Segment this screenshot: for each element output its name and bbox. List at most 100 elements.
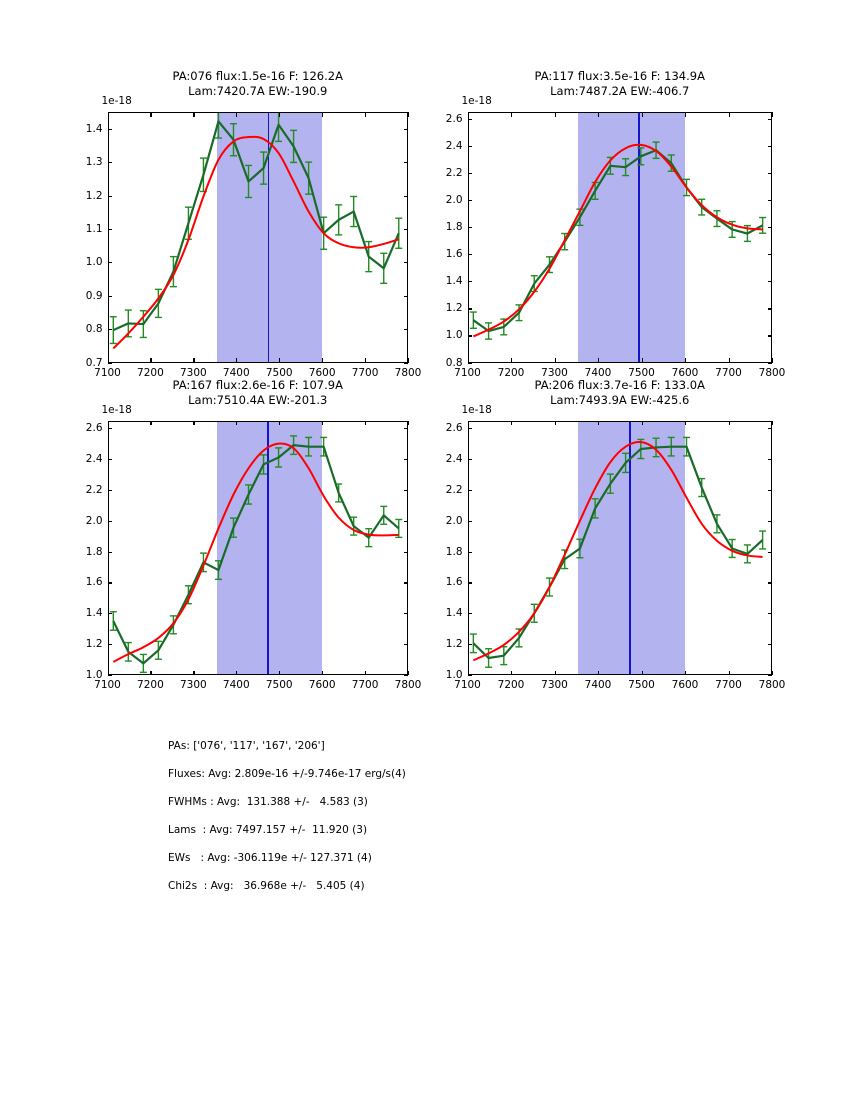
panel-pa-117-xtick-mark xyxy=(554,358,556,363)
panel-pa-167-ytick-label: 1.4 xyxy=(85,607,103,620)
panel-pa-167-xtick-label: 7400 xyxy=(222,679,250,691)
panel-pa-206-xtick-mark xyxy=(554,670,556,675)
panel-pa-076-ytick-mark-right xyxy=(403,262,408,264)
panel-pa-076-xtick-mark xyxy=(107,358,109,363)
panel-pa-117-ytick-mark-right xyxy=(767,281,772,283)
panel-pa-117-ytick-mark xyxy=(467,172,472,175)
panel-pa-167-xtick-mark-top xyxy=(193,420,195,425)
panel-pa-167-ytick-label: 2.6 xyxy=(85,422,103,435)
panel-pa-167-data-line xyxy=(111,443,399,664)
panel-pa-076-xtick-mark-top xyxy=(107,112,109,117)
panel-pa-117-ytick-mark xyxy=(467,118,472,120)
panel-pa-117-ytick-mark-right xyxy=(767,254,772,256)
panel-pa-117-ytick-label: 2.4 xyxy=(445,139,463,152)
panel-pa-206-ytick-mark xyxy=(467,551,472,553)
panel-pa-117-xtick-mark xyxy=(467,358,469,363)
panel-pa-076-xtick-mark xyxy=(150,358,152,363)
panel-pa-167-ytick-mark-right xyxy=(403,675,408,677)
panel-pa-117-ytick-mark-right xyxy=(767,308,772,310)
panel-pa-167-ytick-mark xyxy=(107,551,112,553)
panel-pa-117-xtick-mark-top xyxy=(772,112,774,117)
panel-pa-117-title-line1: PA:117 flux:3.5e-16 F: 134.9A xyxy=(534,69,705,83)
panel-pa-206-xtick-label: 7500 xyxy=(628,679,655,691)
panel-pa-076-xtick-mark xyxy=(322,358,324,363)
panel-pa-206-ytick-mark xyxy=(467,459,472,461)
panel-pa-117-offset-label: 1e-18 xyxy=(461,95,492,107)
panel-pa-076-ytick-mark xyxy=(107,128,112,130)
panel-pa-117-plot-area xyxy=(469,141,766,340)
panel-pa-076-ytick-mark xyxy=(107,162,112,164)
panel-pa-167-xtick-label: 7700 xyxy=(351,679,379,691)
panel-pa-076-offset-label: 1e-18 xyxy=(101,95,132,107)
panel-pa-076-axes xyxy=(107,112,408,363)
panel-pa-167-ytick-label: 2.0 xyxy=(85,514,103,527)
panel-pa-117-xtick-mark xyxy=(685,358,687,363)
panel-pa-076-xtick-mark-top xyxy=(236,112,238,117)
panel-pa-206-ytick-mark xyxy=(467,582,472,584)
panel-pa-206-xtick-mark xyxy=(467,670,469,675)
panel-pa-117-xtick-mark xyxy=(511,358,513,363)
summary-line-3: Lams : Avg: 7497.157 +/- 11.920 (3) xyxy=(168,824,368,836)
panel-pa-117-title-line2: Lam:7487.2A EW:-406.7 xyxy=(550,84,690,98)
panel-pa-117-xtick-label: 7100 xyxy=(454,366,481,379)
summary-line-2: FWHMs : Avg: 131.388 +/- 4.583 (3) xyxy=(168,796,368,808)
panel-pa-167-ytick-mark xyxy=(107,489,112,492)
panel-pa-117-xtick-mark xyxy=(772,358,774,363)
panel-pa-206-shaded-band xyxy=(578,421,686,674)
panel-pa-206-ytick-mark xyxy=(467,613,472,615)
panel-pa-076-xtick-mark-top xyxy=(322,112,324,117)
panel-pa-206-ytick-label: 1.8 xyxy=(445,545,463,558)
panel-pa-206-xtick-label: 7800 xyxy=(758,679,786,691)
panel-pa-167-xtick-mark xyxy=(365,670,367,675)
panel-pa-167-xtick-mark xyxy=(107,670,109,675)
panel-pa-206-xtick-mark-top xyxy=(641,420,643,425)
panel-pa-117-errorbars xyxy=(469,141,766,340)
panel-pa-076-xtick-mark xyxy=(279,358,281,363)
panel-pa-117-ytick-label: 0.8 xyxy=(445,356,463,369)
panel-pa-167-ytick-mark-right xyxy=(403,582,408,584)
panel-pa-206-title-line1: PA:206 flux:3.7e-16 F: 133.0A xyxy=(534,377,705,392)
panel-pa-076-ytick-label: 0.8 xyxy=(85,323,103,336)
summary-line-1: Fluxes: Avg: 2.809e-16 +/-9.746e-17 erg/… xyxy=(168,768,406,780)
panel-pa-206-xtick-mark-top xyxy=(598,420,600,425)
panel-pa-117-fit-line xyxy=(472,143,763,338)
panel-pa-117-ytick-label: 1.6 xyxy=(445,248,463,261)
panel-pa-167-xtick-mark-top xyxy=(236,420,238,425)
panel-pa-076-ytick-mark xyxy=(107,329,112,331)
panel-pa-167-title: PA:167 flux:2.6e-16 F: 107.9A Lam:7510.4A… xyxy=(108,378,409,408)
panel-pa-117-xtick-mark-top xyxy=(598,112,600,117)
panel-pa-117-ytick-mark xyxy=(467,200,472,202)
panel-pa-167-ytick-label: 1.6 xyxy=(85,576,103,589)
panel-pa-167-ytick-mark xyxy=(107,520,112,522)
panel-pa-206-xtick-mark-top xyxy=(772,420,774,425)
panel-pa-117-xtick-label: 7800 xyxy=(758,366,786,379)
summary-line-4: EWs : Avg: -306.119e +/- 127.371 (4) xyxy=(168,852,372,864)
panel-pa-076-xtick-label: 7600 xyxy=(308,366,336,379)
panel-pa-076-title-line2: Lam:7420.7A EW:-190.9 xyxy=(188,84,328,98)
panel-pa-167-xtick-mark-top xyxy=(322,420,324,425)
panel-pa-117-xtick-label: 7700 xyxy=(715,366,742,379)
panel-pa-206-xtick-mark xyxy=(685,670,687,675)
panel-pa-206-offset-label: 1e-18 xyxy=(461,403,492,416)
panel-pa-117-xtick-mark xyxy=(728,358,730,363)
summary-line-5: Chi2s : Avg: 36.968e +/- 5.405 (4) xyxy=(168,880,365,892)
panel-pa-076-ytick-mark xyxy=(107,195,112,197)
panel-pa-076-xtick-mark xyxy=(193,358,195,363)
panel-pa-167-ytick-label: 2.4 xyxy=(85,453,103,466)
panel-pa-167-xtick-mark xyxy=(322,670,324,675)
panel-pa-167-offset-label: 1e-18 xyxy=(101,403,132,416)
panel-pa-206-xtick-mark xyxy=(772,670,774,675)
panel-pa-167-ytick-mark xyxy=(107,675,112,677)
panel-pa-167-xtick-label: 7500 xyxy=(265,679,293,691)
panel-pa-076-xtick-mark-top xyxy=(193,112,195,117)
panel-pa-117-ytick-mark-right xyxy=(767,172,772,175)
panel-pa-167-xtick-label: 7300 xyxy=(179,679,207,691)
panel-pa-206-xtick-mark xyxy=(728,670,730,675)
panel-pa-206-xtick-label: 7600 xyxy=(671,679,699,691)
panel-pa-076-ytick-mark-right xyxy=(403,195,408,197)
panel-pa-206-ytick-mark-right xyxy=(767,582,772,584)
panel-pa-076-xtick-mark xyxy=(365,358,367,363)
